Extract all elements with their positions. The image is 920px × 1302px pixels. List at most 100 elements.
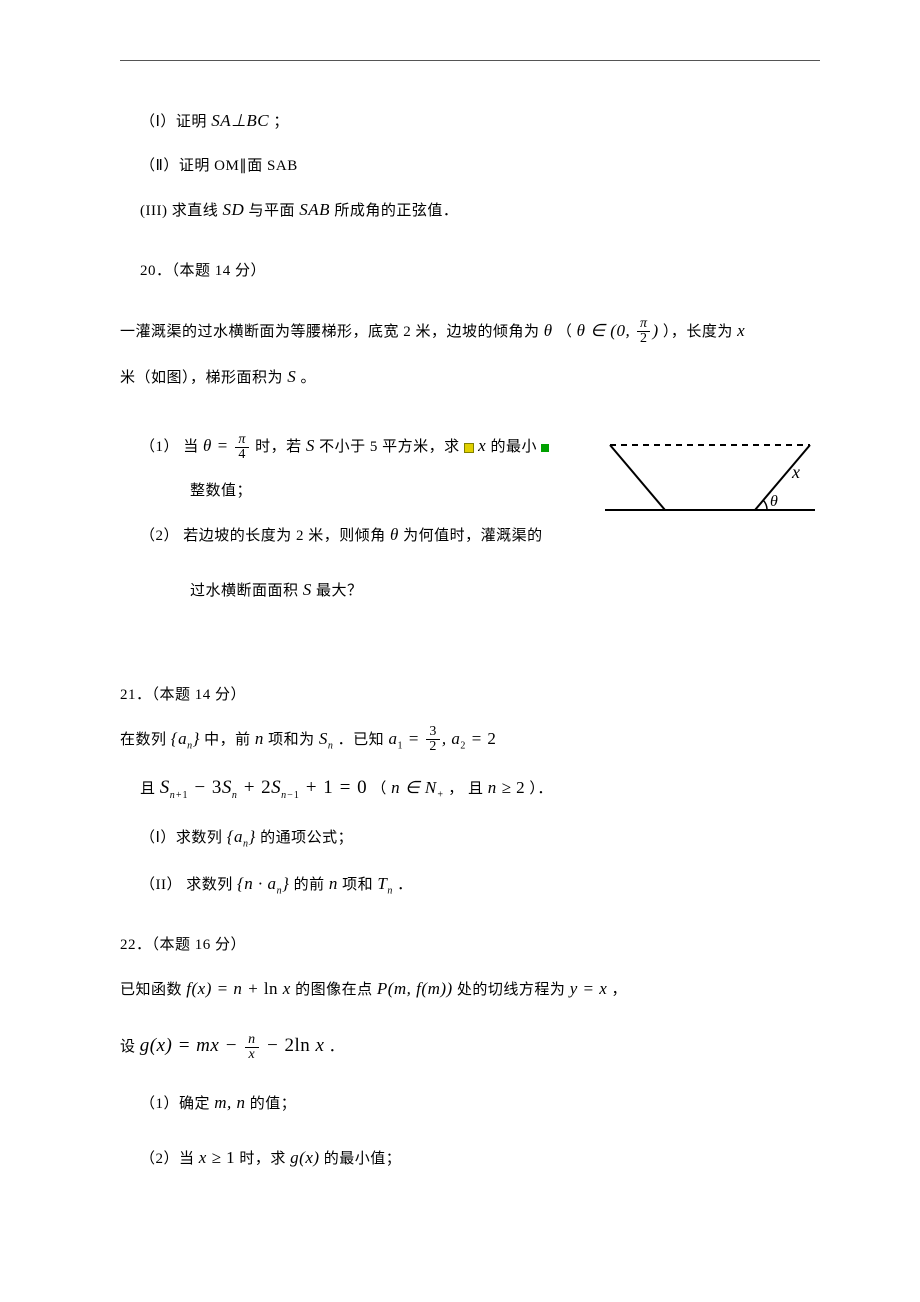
formula: SAB — [299, 200, 330, 219]
text: 处的切线方程为 — [457, 982, 566, 998]
Tn: Tn — [377, 874, 392, 893]
text: 。 — [301, 370, 317, 386]
text: 的最小值； — [324, 1151, 402, 1167]
q19-part3: (III) 求直线 SD 与平面 SAB 所成角的正弦值． — [120, 190, 820, 231]
text: 20．（本题 14 分） — [140, 263, 266, 279]
text: 为何值时，灌溉渠的 — [403, 528, 543, 544]
text: ．已知 — [338, 732, 385, 748]
g: g(x) = mx − nx − 2ln x — [140, 1035, 325, 1056]
q21-l1: 在数列 {an} 中，前 n 项和为 Sn ．已知 a1 = 32, a2 = … — [120, 719, 820, 760]
q20-p2-l1: （2） 若边坡的长度为 2 米，则倾角 θ 为何值时，灌溉渠的 — [120, 515, 600, 556]
S: S — [306, 436, 315, 455]
text: 设 — [120, 1039, 136, 1055]
text: （Ⅰ）求数列 — [140, 830, 222, 846]
seq: {an} — [171, 729, 200, 748]
text: ． — [397, 877, 413, 893]
text: 的值； — [250, 1096, 297, 1112]
S: S — [303, 580, 312, 599]
theta-label: θ — [770, 493, 778, 510]
text: ， 且 — [448, 781, 483, 797]
formula: SD — [222, 200, 244, 219]
text: （ — [557, 324, 573, 340]
q19-part2: （Ⅱ）证明 OM∥面 SAB — [120, 148, 820, 184]
text: 所成角的正弦值． — [334, 203, 458, 219]
q22-l1: 已知函数 f(x) = n + ln x 的图像在点 P(m, f(m)) 处的… — [120, 969, 820, 1010]
text: （Ⅰ）证明 — [140, 114, 207, 130]
q20-intro-2: 米（如图），梯形面积为 S 。 — [120, 357, 820, 398]
text: 过水横断面面积 — [190, 583, 299, 599]
q20-body-wrap: （1） 当 θ = π4 时，若 S 不小于 5 平方米，求 x 的最小 整数值… — [120, 420, 820, 616]
text: 的图像在点 — [295, 982, 373, 998]
range: θ ∈ (0, π2) — [577, 321, 659, 340]
text: 与平面 — [249, 203, 300, 219]
q20-heading: 20．（本题 14 分） — [120, 253, 820, 289]
q22-p2: （2）当 x ≥ 1 时，求 g(x) 的最小值； — [120, 1138, 820, 1179]
n: n — [255, 729, 264, 748]
text: 不小于 5 平方米，求 — [319, 439, 464, 455]
text: （Ⅱ）证明 OM∥面 SAB — [140, 158, 298, 174]
text: 的最小 — [490, 439, 537, 455]
eq: θ = π4 — [203, 436, 251, 455]
text: 22．（本题 16 分） — [120, 937, 246, 953]
q21-l2: 且 Sn+1 − 3Sn + 2Sn−1 + 1 = 0 （ n ∈ N+ ， … — [120, 765, 820, 811]
text: ， — [612, 982, 628, 998]
theta: θ — [390, 525, 399, 544]
q21-p1: （Ⅰ）求数列 {an} 的通项公式； — [120, 817, 820, 858]
text: ． — [329, 1039, 345, 1055]
text: 时，若 — [255, 439, 302, 455]
n: n — [329, 874, 338, 893]
q20-p1-l2: 整数值； — [120, 473, 600, 509]
q22-heading: 22．（本题 16 分） — [120, 927, 820, 963]
text: ），长度为 — [663, 324, 733, 340]
P: P(m, f(m)) — [377, 979, 453, 998]
highlight-icon — [464, 443, 474, 453]
text: 项和 — [342, 877, 373, 893]
left-slope — [610, 445, 665, 510]
text: （2） 若边坡的长度为 2 米，则倾角 — [140, 528, 386, 544]
q19-part1: （Ⅰ）证明 SA⊥BC ； — [120, 101, 820, 142]
text: （II） 求数列 — [140, 877, 233, 893]
x: x — [737, 321, 745, 340]
text: 的前 — [294, 877, 325, 893]
mn: m, n — [214, 1093, 245, 1112]
yx: y = x — [570, 979, 608, 998]
cond: x ≥ 1 — [199, 1148, 235, 1167]
seq: {n · an} — [237, 874, 289, 893]
trapezoid-diagram: x θ — [600, 430, 820, 540]
seq: {an} — [227, 827, 256, 846]
text: 时，求 — [239, 1151, 286, 1167]
text: (III) 求直线 — [140, 203, 218, 219]
text: 在数列 — [120, 732, 167, 748]
text: 21．（本题 14 分） — [120, 687, 246, 703]
recurrence: Sn+1 − 3Sn + 2Sn−1 + 1 = 0 — [160, 777, 367, 798]
q21-heading: 21．（本题 14 分） — [120, 677, 820, 713]
q22-l2: 设 g(x) = mx − nx − 2ln x ． — [120, 1023, 820, 1069]
text: 一灌溉渠的过水横断面为等腰梯形，底宽 2 米，边坡的倾角为 — [120, 324, 540, 340]
q21-p2: （II） 求数列 {n · an} 的前 n 项和 Tn ． — [120, 864, 820, 905]
init: a1 = 32, a2 = 2 — [388, 729, 496, 748]
cond1: n ∈ N+ — [391, 778, 444, 797]
theta: θ — [544, 321, 553, 340]
q22-p1: （1）确定 m, n 的值； — [120, 1083, 820, 1124]
angle-arc — [763, 500, 767, 510]
cond2: n ≥ 2 — [488, 778, 525, 797]
formula: SA⊥BC — [211, 111, 269, 130]
x-label: x — [791, 462, 800, 482]
text: 中，前 — [204, 732, 251, 748]
highlight-icon — [541, 444, 549, 452]
text: （ — [371, 781, 387, 797]
q20-p1-l1: （1） 当 θ = π4 时，若 S 不小于 5 平方米，求 x 的最小 — [120, 426, 600, 467]
text: ）． — [529, 781, 553, 797]
text: 的通项公式； — [260, 830, 353, 846]
x: x — [478, 436, 486, 455]
text: 项和为 — [268, 732, 315, 748]
S: S — [287, 367, 296, 386]
text: 米（如图），梯形面积为 — [120, 370, 283, 386]
exam-page: （Ⅰ）证明 SA⊥BC ； （Ⅱ）证明 OM∥面 SAB (III) 求直线 S… — [0, 0, 920, 1302]
gx: g(x) — [290, 1148, 319, 1167]
text: （2）当 — [140, 1151, 195, 1167]
top-rule — [120, 60, 820, 61]
text: 最大？ — [316, 583, 363, 599]
text: （1）确定 — [140, 1096, 210, 1112]
Sn: Sn — [319, 729, 334, 748]
